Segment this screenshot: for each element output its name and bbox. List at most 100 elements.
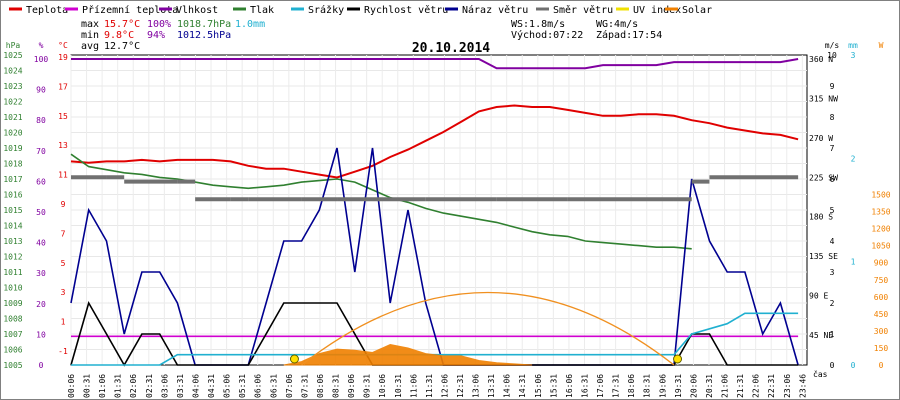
axis-tick-degc: 5 xyxy=(61,259,66,268)
x-tick-label: 05:31 xyxy=(238,374,247,398)
x-tick-label: 17:06 xyxy=(596,374,605,398)
axis-tick-ms: 10 xyxy=(827,51,837,60)
axis-tick-ms: 4 xyxy=(830,237,835,246)
axis-tick-dir: 270 W xyxy=(809,134,833,143)
legend-label-rychlost-vetru: Rychlost větru xyxy=(364,4,448,16)
x-tick-label: 08:06 xyxy=(316,374,325,398)
x-tick-label: 23:06 xyxy=(783,374,792,398)
axis-tick-hpa: 1013 xyxy=(3,237,22,246)
stat-max-hum: 100% xyxy=(147,19,171,30)
axis-tick-dir: 225 SW xyxy=(809,173,838,182)
axis-tick-ms: 7 xyxy=(830,144,835,153)
axis-tick-degc: 15 xyxy=(58,112,68,121)
x-tick-label: 14:06 xyxy=(503,374,512,398)
x-tick-label: 22:31 xyxy=(767,374,776,398)
axis-tick-pct: 60 xyxy=(36,177,46,186)
x-tick-label: 02:31 xyxy=(145,374,154,398)
axis-tick-hpa: 1008 xyxy=(3,315,22,324)
x-tick-label: 12:31 xyxy=(456,374,465,398)
axis-tick-dir: 180 S xyxy=(809,213,833,222)
series-solar-area xyxy=(283,344,533,366)
axis-tick-wm2: 450 xyxy=(874,310,889,319)
series-vlhkost xyxy=(71,58,799,70)
legend-label-uv-index: UV index xyxy=(633,5,681,16)
left-axes: hPa1005100610071008100910101011101210131… xyxy=(3,41,68,370)
axis-tick-degc: 19 xyxy=(58,53,68,62)
x-tick-label: 11:06 xyxy=(409,374,418,398)
axis-tick-hpa: 1017 xyxy=(3,175,22,184)
x-tick-label: 09:06 xyxy=(347,374,356,398)
axis-tick-hpa: 1024 xyxy=(3,67,22,76)
legend-label-naraz-vetru: Náraz větru xyxy=(462,4,528,16)
x-tick-label: 10:31 xyxy=(394,374,403,398)
x-tick-label: 07:06 xyxy=(285,374,294,398)
x-tick-label: 00:06 xyxy=(67,374,76,398)
solar-theoretical-curve xyxy=(301,292,675,366)
x-tick-label: 13:06 xyxy=(472,374,481,398)
plot-grid xyxy=(70,55,807,365)
x-tick-label: 12:06 xyxy=(440,374,449,398)
x-tick-label: 18:31 xyxy=(643,374,652,398)
axis-tick-degc: 3 xyxy=(61,288,66,297)
axis-tick-hpa: 1016 xyxy=(3,191,22,200)
legend-label-smer-vetru: Směr větru xyxy=(553,4,613,16)
axis-tick-ms: 3 xyxy=(830,268,835,277)
axis-tick-ms: 1 xyxy=(830,330,835,339)
x-tick-label: 23:46 xyxy=(798,374,807,398)
x-tick-label: 03:06 xyxy=(160,374,169,398)
x-tick-label: 00:31 xyxy=(83,374,92,398)
axis-tick-hpa: 1018 xyxy=(3,160,22,169)
axis-tick-mm: 1 xyxy=(851,258,856,267)
x-tick-label: 19:31 xyxy=(674,374,683,398)
axis-tick-wm2: 600 xyxy=(874,293,889,302)
axis-tick-hpa: 1007 xyxy=(3,330,22,339)
axis-tick-pct: 40 xyxy=(36,239,46,248)
legend-label-tlak: Tlak xyxy=(250,5,274,16)
x-tick-label: 09:31 xyxy=(363,374,372,398)
axis-tick-dir: 315 NW xyxy=(809,94,838,103)
axis-tick-pct: 90 xyxy=(36,86,46,95)
axis-tick-wm2: 0 xyxy=(879,361,884,370)
axis-tick-hpa: 1019 xyxy=(3,144,22,153)
axis-tick-pct: 0 xyxy=(39,361,44,370)
axis-tick-wm2: 1200 xyxy=(871,225,890,234)
axis-tick-mm: 2 xyxy=(851,154,856,163)
series-layer xyxy=(70,58,799,367)
axis-tick-ms: 5 xyxy=(830,206,835,215)
series-tlak xyxy=(70,153,692,250)
axis-tick-hpa: 1014 xyxy=(3,222,22,231)
x-tick-label: 04:31 xyxy=(207,374,216,398)
axis-tick-hpa: 1006 xyxy=(3,346,22,355)
x-tick-label: 19:06 xyxy=(658,374,667,398)
axis-tick-ms: 6 xyxy=(830,175,835,184)
x-tick-label: 22:06 xyxy=(752,374,761,398)
axis-tick-degc: 13 xyxy=(58,141,68,150)
legend-label-solar: Solar xyxy=(682,5,712,16)
x-tick-label: 04:06 xyxy=(191,374,200,398)
x-tick-label: 11:31 xyxy=(425,374,434,398)
axis-tick-degc: -1 xyxy=(58,347,68,356)
x-tick-label: 21:31 xyxy=(736,374,745,398)
axis-tick-wm2: 900 xyxy=(874,259,889,268)
stat-sunset: Západ:17:54 xyxy=(596,29,662,41)
x-tick-label: 06:31 xyxy=(269,374,278,398)
axis-tick-hpa: 1015 xyxy=(3,206,22,215)
x-tick-label: 07:31 xyxy=(300,374,309,398)
sunset-marker xyxy=(673,354,683,364)
axis-tick-dir: 135 SE xyxy=(809,252,838,261)
axis-tick-ms: 9 xyxy=(830,82,835,91)
x-tick-label: 15:31 xyxy=(549,374,558,398)
x-tick-label: 14:31 xyxy=(518,374,527,398)
axis-tick-pct: 50 xyxy=(36,208,46,217)
x-tick-label: 16:06 xyxy=(565,374,574,398)
axis-tick-ms: 8 xyxy=(830,113,835,122)
axis-tick-ms: 0 xyxy=(830,361,835,370)
axis-title-pct: % xyxy=(39,41,44,50)
stat-min-label: min xyxy=(81,30,99,41)
axis-tick-hpa: 1009 xyxy=(3,299,22,308)
x-tick-label: 15:06 xyxy=(534,374,543,398)
axis-tick-dir: 45 NE xyxy=(809,331,833,340)
x-tick-label: 16:31 xyxy=(580,374,589,398)
